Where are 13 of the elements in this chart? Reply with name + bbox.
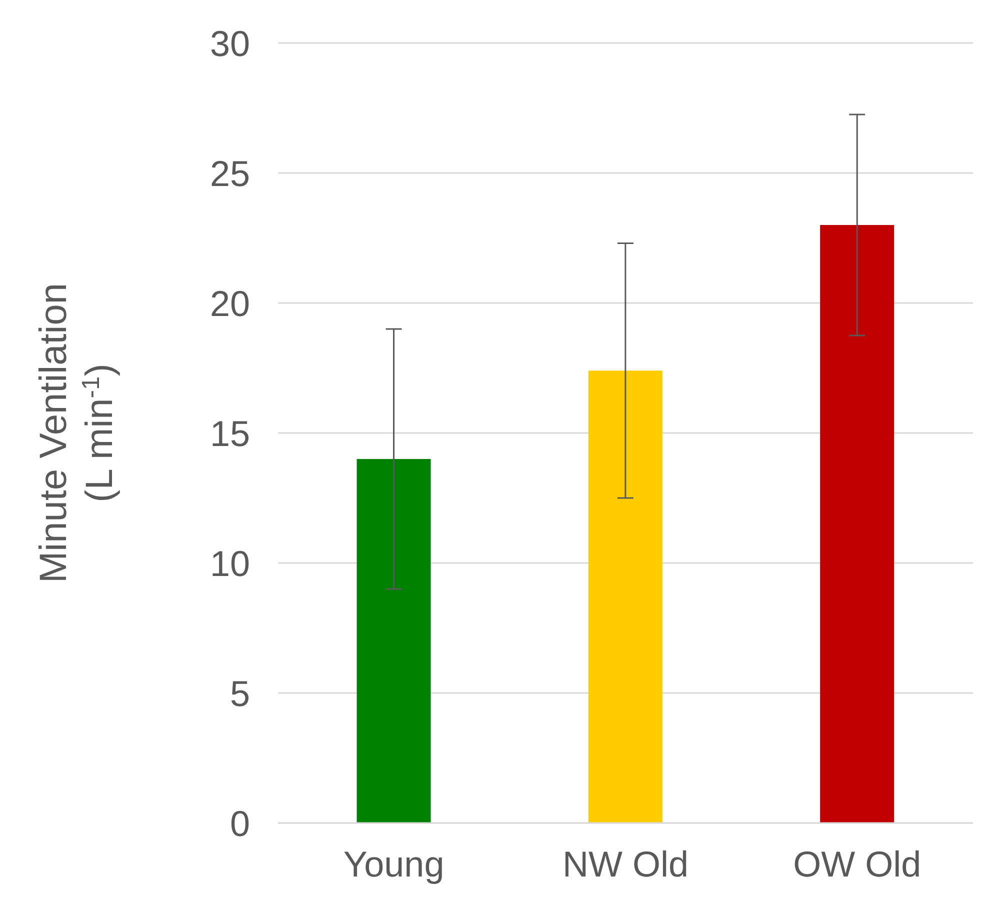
y-tick-label: 20 — [210, 282, 250, 324]
bar — [820, 225, 894, 823]
bar — [588, 370, 662, 823]
x-tick-label: NW Old — [562, 844, 688, 885]
y-tick-label: 25 — [210, 152, 250, 194]
bar — [356, 459, 431, 823]
y-tick-label: 15 — [210, 412, 250, 454]
x-tick-label: OW Old — [793, 844, 922, 885]
y-tick-label: 0 — [230, 802, 250, 844]
y-tick-label: 10 — [210, 542, 250, 584]
y-tick-label: 5 — [230, 672, 250, 714]
y-tick-label: 30 — [210, 22, 250, 64]
x-tick-label: Young — [343, 844, 444, 885]
